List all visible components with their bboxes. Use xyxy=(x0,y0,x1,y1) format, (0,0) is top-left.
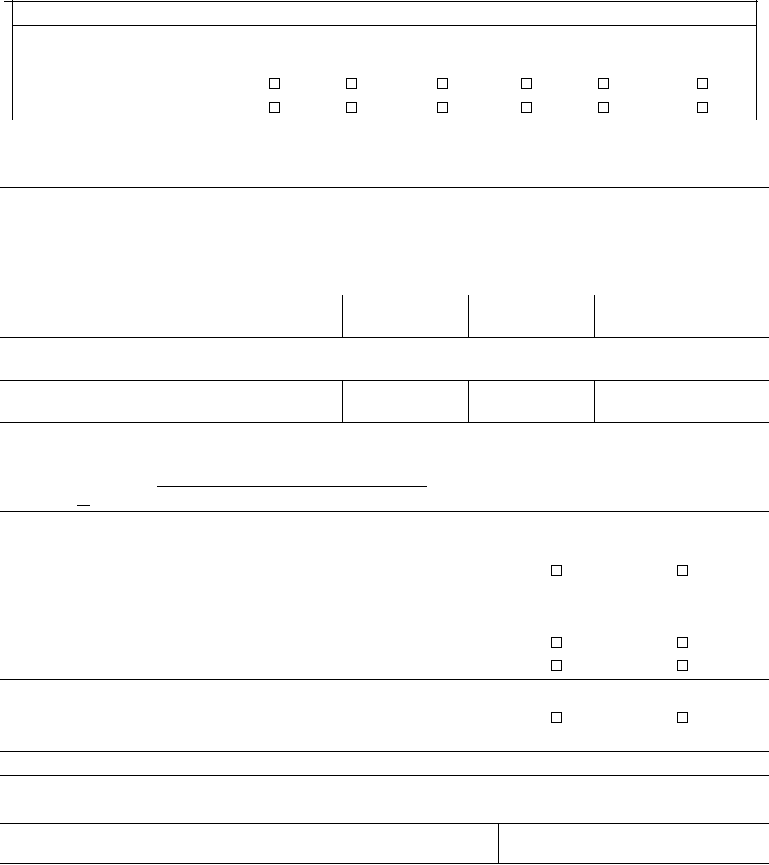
checkbox[interactable] xyxy=(269,102,280,113)
section-divider xyxy=(0,337,769,338)
checkbox[interactable] xyxy=(521,78,532,89)
section-divider xyxy=(0,775,769,776)
signature-line[interactable] xyxy=(157,486,427,487)
section-divider xyxy=(0,679,769,680)
section-divider xyxy=(0,380,769,381)
column-divider xyxy=(498,823,499,863)
checkbox[interactable] xyxy=(269,78,280,89)
short-line xyxy=(77,505,90,506)
checkbox[interactable] xyxy=(346,102,357,113)
column-divider xyxy=(594,295,595,337)
checkbox[interactable] xyxy=(677,637,688,648)
checkbox[interactable] xyxy=(551,565,562,576)
section-divider xyxy=(0,823,769,824)
column-divider xyxy=(342,380,343,422)
checkbox[interactable] xyxy=(677,565,688,576)
checkbox[interactable] xyxy=(697,78,708,89)
column-divider xyxy=(594,380,595,422)
checkbox[interactable] xyxy=(521,102,532,113)
checkbox[interactable] xyxy=(346,78,357,89)
checkbox[interactable] xyxy=(437,102,448,113)
column-divider xyxy=(468,380,469,422)
top-border xyxy=(4,1,758,2)
bottom-border xyxy=(0,863,769,864)
left-border xyxy=(12,0,13,120)
checkbox[interactable] xyxy=(437,78,448,89)
checkbox[interactable] xyxy=(551,712,562,723)
checkbox[interactable] xyxy=(598,78,609,89)
section-divider xyxy=(0,187,769,188)
checkbox[interactable] xyxy=(551,637,562,648)
checkbox[interactable] xyxy=(677,660,688,671)
right-border xyxy=(756,0,757,120)
checkbox[interactable] xyxy=(677,712,688,723)
section-divider xyxy=(0,422,769,423)
column-divider xyxy=(468,295,469,337)
section-divider xyxy=(0,751,769,752)
section-divider xyxy=(0,511,769,512)
column-divider xyxy=(342,295,343,337)
checkbox[interactable] xyxy=(598,102,609,113)
checkbox[interactable] xyxy=(551,660,562,671)
checkbox[interactable] xyxy=(697,102,708,113)
header-divider xyxy=(12,25,757,26)
